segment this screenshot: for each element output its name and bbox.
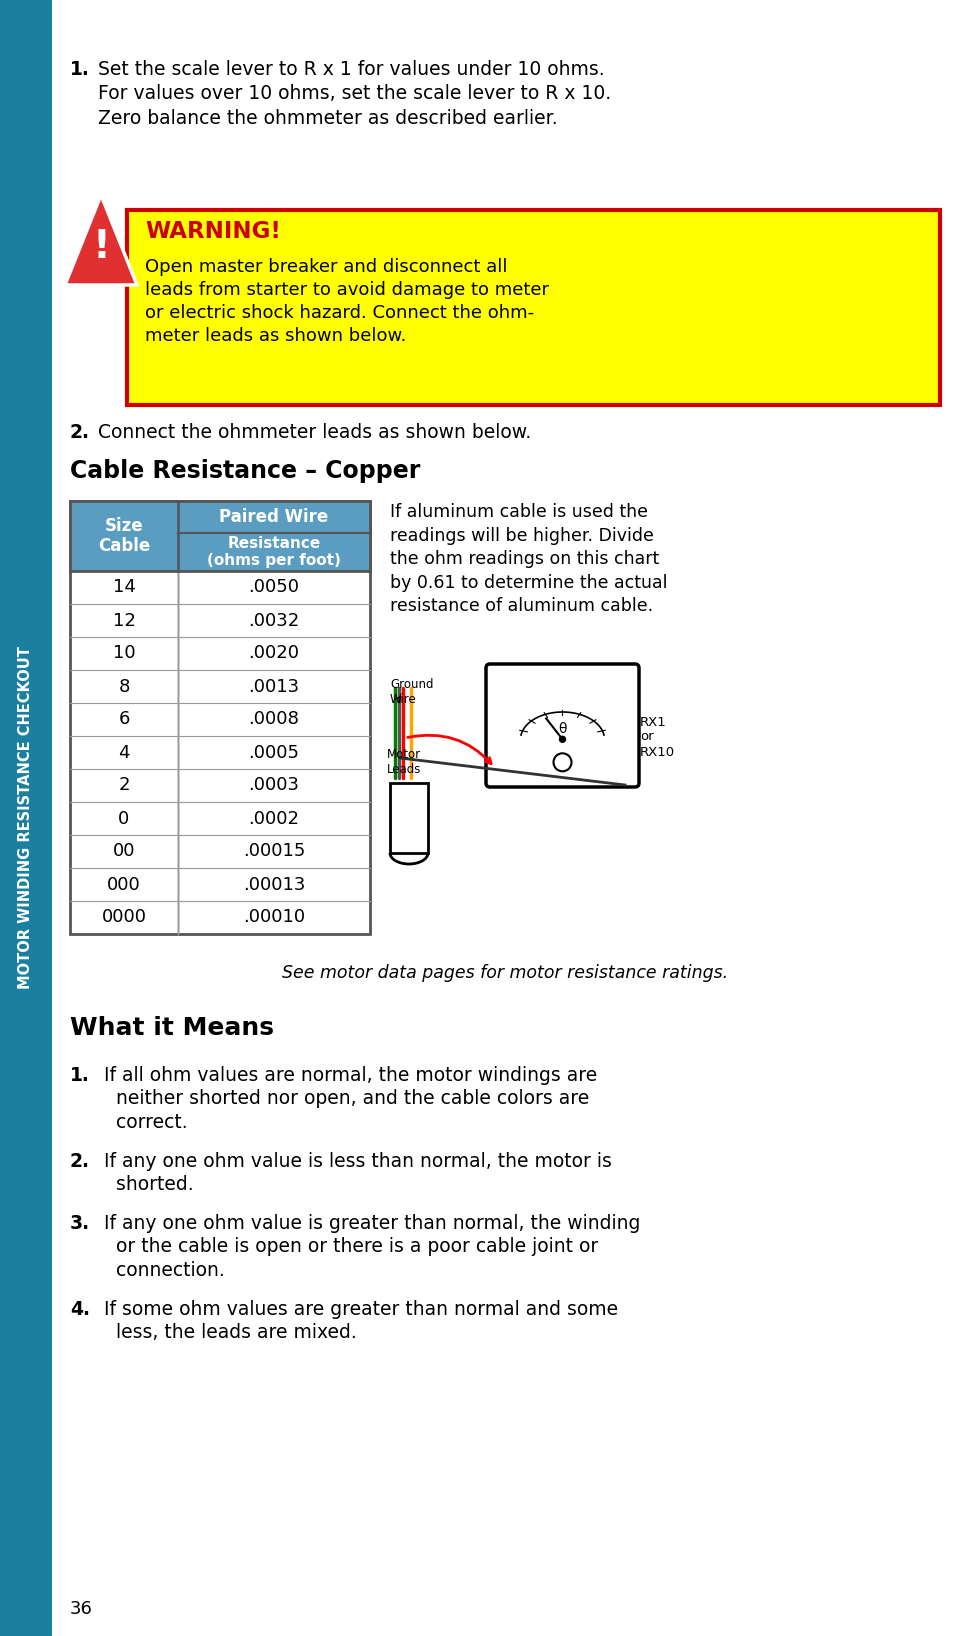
Text: 36: 36 (70, 1600, 92, 1618)
Text: .0008: .0008 (249, 710, 299, 728)
Text: 2.: 2. (70, 424, 90, 442)
Text: If any one ohm value is less than normal, the motor is
   shorted.: If any one ohm value is less than normal… (98, 1152, 611, 1194)
Text: .0013: .0013 (248, 677, 299, 695)
Text: 6: 6 (118, 710, 130, 728)
Text: If aluminum cable is used the
readings will be higher. Divide
the ohm readings o: If aluminum cable is used the readings w… (390, 502, 667, 615)
Circle shape (553, 753, 571, 771)
Text: 12: 12 (112, 612, 135, 630)
Text: Ground
Wire: Ground Wire (390, 677, 433, 707)
Text: 1.: 1. (70, 1067, 90, 1085)
Text: .0050: .0050 (248, 579, 299, 597)
Text: Paired Wire: Paired Wire (219, 509, 328, 527)
Text: 2.: 2. (70, 1152, 90, 1171)
Text: 8: 8 (118, 677, 130, 695)
Polygon shape (65, 195, 137, 285)
Text: .00015: .00015 (243, 843, 305, 861)
Text: .0002: .0002 (248, 810, 299, 828)
Text: .0003: .0003 (248, 777, 299, 795)
Text: If any one ohm value is greater than normal, the winding
   or the cable is open: If any one ohm value is greater than nor… (98, 1214, 639, 1279)
Text: MOTOR WINDING RESISTANCE CHECKOUT: MOTOR WINDING RESISTANCE CHECKOUT (18, 646, 33, 990)
Text: 1.: 1. (70, 61, 90, 79)
Text: Set the scale lever to R x 1 for values under 10 ohms.
For values over 10 ohms, : Set the scale lever to R x 1 for values … (98, 61, 611, 128)
Bar (390, 784, 428, 852)
FancyBboxPatch shape (485, 664, 639, 787)
Bar (0, 0, 52, 1636)
Text: .00010: .00010 (243, 908, 305, 926)
Circle shape (558, 736, 565, 743)
Text: 000: 000 (107, 875, 141, 893)
Text: θ: θ (558, 723, 566, 736)
Text: 10: 10 (112, 645, 135, 663)
Text: RX1
or
RX10: RX1 or RX10 (639, 715, 675, 759)
Bar (70, 501, 370, 934)
Text: WARNING!: WARNING! (145, 219, 280, 244)
Bar (70, 501, 370, 571)
Text: 3.: 3. (70, 1214, 90, 1234)
Text: Size
Cable: Size Cable (98, 517, 150, 555)
Text: .0005: .0005 (248, 743, 299, 761)
Text: 4: 4 (118, 743, 130, 761)
Bar (70, 501, 370, 571)
Text: 14: 14 (112, 579, 135, 597)
Text: What it Means: What it Means (70, 1016, 274, 1040)
Text: .0032: .0032 (248, 612, 299, 630)
Text: 0: 0 (118, 810, 130, 828)
Text: Cable Resistance – Copper: Cable Resistance – Copper (70, 460, 420, 483)
Text: 0000: 0000 (101, 908, 147, 926)
Text: .0020: .0020 (248, 645, 299, 663)
Text: Motor
Leads: Motor Leads (387, 748, 421, 775)
Text: See motor data pages for motor resistance ratings.: See motor data pages for motor resistanc… (282, 964, 727, 982)
Text: Resistance
(ohms per foot): Resistance (ohms per foot) (207, 537, 340, 568)
Bar (127, 209, 939, 406)
Text: Open master breaker and disconnect all
leads from starter to avoid damage to met: Open master breaker and disconnect all l… (145, 258, 548, 345)
Text: If some ohm values are greater than normal and some
   less, the leads are mixed: If some ohm values are greater than norm… (98, 1301, 618, 1343)
Text: .00013: .00013 (243, 875, 305, 893)
Text: 00: 00 (112, 843, 135, 861)
Text: 2: 2 (118, 777, 130, 795)
Text: If all ohm values are normal, the motor windings are
   neither shorted nor open: If all ohm values are normal, the motor … (98, 1067, 597, 1132)
Text: 4.: 4. (70, 1301, 90, 1319)
Text: !: ! (92, 227, 110, 267)
Text: Connect the ohmmeter leads as shown below.: Connect the ohmmeter leads as shown belo… (98, 424, 531, 442)
